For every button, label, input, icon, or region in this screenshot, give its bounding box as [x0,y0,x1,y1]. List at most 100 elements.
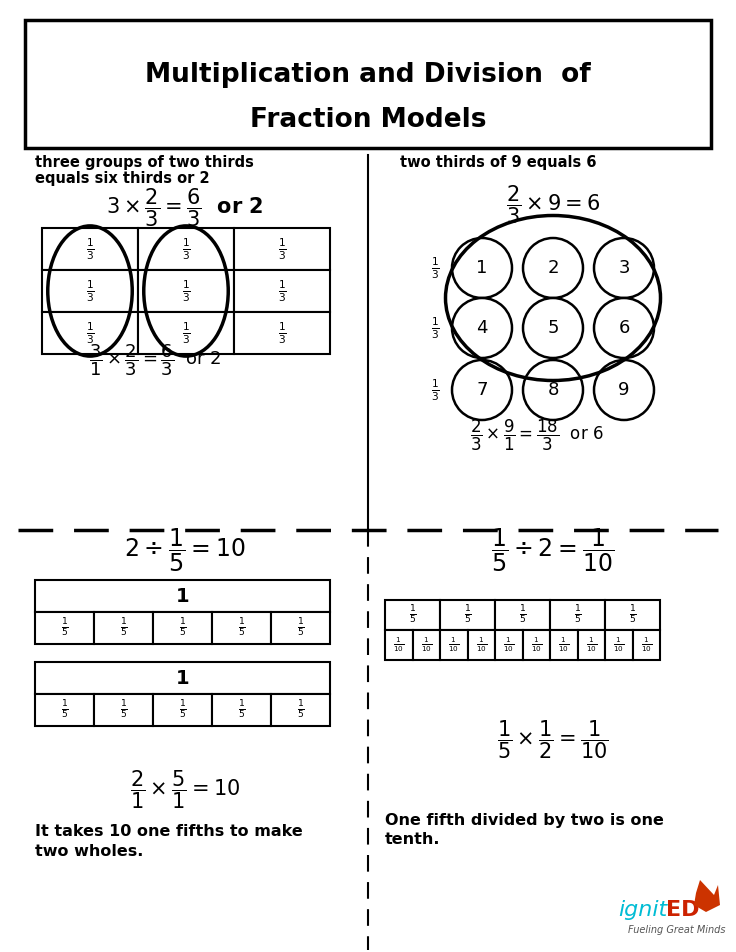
Polygon shape [694,880,720,912]
Bar [94,694,153,726]
Text: $\frac{1}{10}$: $\frac{1}{10}$ [558,636,570,654]
Bar [495,630,523,660]
Bar [234,228,330,270]
Text: $\frac{1}{5}$: $\frac{1}{5}$ [179,617,186,639]
Text: $\dfrac{1}{5} \div 2 = \dfrac{1}{10}$: $\dfrac{1}{5} \div 2 = \dfrac{1}{10}$ [492,526,615,574]
Text: $\frac{1}{5}$: $\frac{1}{5}$ [119,617,127,639]
Bar [605,600,660,630]
Text: $\frac{1}{5}$: $\frac{1}{5}$ [573,604,581,626]
Text: 2: 2 [548,259,559,277]
Text: $2 \div \dfrac{1}{5} = 10$: $2 \div \dfrac{1}{5} = 10$ [124,526,246,574]
Bar [605,630,632,660]
Text: Fraction Models: Fraction Models [250,107,486,133]
Text: 1: 1 [176,586,189,605]
Bar [42,270,138,312]
Text: 7: 7 [476,381,488,399]
Text: $\frac{1}{3}$: $\frac{1}{3}$ [85,320,94,346]
Text: $\frac{1}{5}$: $\frac{1}{5}$ [119,699,127,721]
Text: $\frac{1}{5}$: $\frac{1}{5}$ [60,617,68,639]
Text: One fifth divided by two is one: One fifth divided by two is one [385,812,664,827]
Bar [35,694,94,726]
Text: $\frac{1}{5}$: $\frac{1}{5}$ [408,604,417,626]
Bar [495,600,550,630]
Bar [271,612,330,644]
Text: $\frac{1}{10}$: $\frac{1}{10}$ [640,636,652,654]
Text: $\dfrac{2}{3} \times \dfrac{9}{1} = \dfrac{18}{3}$  or 6: $\dfrac{2}{3} \times \dfrac{9}{1} = \dfr… [470,417,604,452]
Bar [138,270,234,312]
Text: $\frac{1}{3}$: $\frac{1}{3}$ [85,278,94,304]
Text: $\frac{1}{5}$: $\frac{1}{5}$ [179,699,186,721]
Text: 5: 5 [548,319,559,337]
Text: $\frac{1}{5}$: $\frac{1}{5}$ [297,617,305,639]
Bar [523,630,550,660]
Circle shape [523,238,583,298]
Text: $\frac{1}{5}$: $\frac{1}{5}$ [297,699,305,721]
Circle shape [594,238,654,298]
Text: $\frac{1}{3}$: $\frac{1}{3}$ [277,236,286,262]
Bar [153,694,212,726]
Bar [35,662,330,694]
Text: It takes 10 one fifths to make: It takes 10 one fifths to make [35,824,302,840]
Text: $\dfrac{2}{3} \times 9 = 6$: $\dfrac{2}{3} \times 9 = 6$ [506,184,601,227]
Text: $\frac{1}{3}$: $\frac{1}{3}$ [182,320,191,346]
Bar [212,612,271,644]
Text: tenth.: tenth. [385,832,441,847]
Bar [25,20,711,148]
Text: Multiplication and Division  of: Multiplication and Division of [145,62,591,88]
Bar [153,612,212,644]
Bar [550,600,605,630]
Text: ED: ED [666,900,699,920]
Text: $\frac{1}{3}$: $\frac{1}{3}$ [182,236,191,262]
Bar [212,694,271,726]
Text: Fueling Great Minds: Fueling Great Minds [628,925,726,935]
Bar [440,600,495,630]
Circle shape [594,298,654,358]
Bar [412,630,440,660]
Bar [138,312,234,354]
Bar [35,580,330,612]
Bar [42,312,138,354]
Text: $\frac{1}{10}$: $\frac{1}{10}$ [503,636,514,654]
Circle shape [452,298,512,358]
Text: three groups of two thirds: three groups of two thirds [35,154,254,169]
Text: $\frac{1}{10}$: $\frac{1}{10}$ [421,636,432,654]
Bar [385,600,440,630]
Circle shape [452,238,512,298]
Text: ignit: ignit [618,900,668,920]
Text: $\frac{1}{3}$: $\frac{1}{3}$ [182,278,191,304]
Bar [42,228,138,270]
Text: $\frac{1}{3}$: $\frac{1}{3}$ [431,255,439,281]
Text: $\frac{1}{10}$: $\frac{1}{10}$ [448,636,459,654]
Text: $\frac{1}{10}$: $\frac{1}{10}$ [393,636,404,654]
Text: $\frac{1}{5}$: $\frac{1}{5}$ [238,699,245,721]
Text: $3 \times \dfrac{2}{3} = \dfrac{6}{3}$  or 2: $3 \times \dfrac{2}{3} = \dfrac{6}{3}$ o… [106,187,263,229]
Text: $\frac{1}{3}$: $\frac{1}{3}$ [277,320,286,346]
Circle shape [452,360,512,420]
Text: $\dfrac{1}{5} \times \dfrac{1}{2} = \dfrac{1}{10}$: $\dfrac{1}{5} \times \dfrac{1}{2} = \dfr… [498,719,609,762]
Text: $\frac{1}{3}$: $\frac{1}{3}$ [277,278,286,304]
Text: 1: 1 [176,668,189,687]
Text: 9: 9 [618,381,630,399]
Bar [578,630,605,660]
Text: two thirds of 9 equals 6: two thirds of 9 equals 6 [400,154,596,169]
Text: $\frac{1}{10}$: $\frac{1}{10}$ [613,636,624,654]
Bar [385,630,412,660]
Text: 1: 1 [476,259,488,277]
Circle shape [523,298,583,358]
Text: $\frac{1}{5}$: $\frac{1}{5}$ [519,604,526,626]
Text: 6: 6 [618,319,630,337]
Text: $\frac{1}{5}$: $\frac{1}{5}$ [60,699,68,721]
Text: $\frac{1}{5}$: $\frac{1}{5}$ [464,604,472,626]
Text: $\frac{1}{3}$: $\frac{1}{3}$ [431,377,439,403]
Text: $\frac{1}{5}$: $\frac{1}{5}$ [238,617,245,639]
Text: 3: 3 [618,259,630,277]
Text: two wholes.: two wholes. [35,844,144,860]
Bar [234,312,330,354]
Bar [94,612,153,644]
Bar [467,630,495,660]
Text: $\frac{1}{10}$: $\frac{1}{10}$ [531,636,542,654]
Text: $\frac{1}{10}$: $\frac{1}{10}$ [475,636,487,654]
Text: $\dfrac{2}{1} \times \dfrac{5}{1} = 10$: $\dfrac{2}{1} \times \dfrac{5}{1} = 10$ [130,769,240,811]
Bar [35,612,94,644]
Text: $\frac{1}{10}$: $\frac{1}{10}$ [586,636,597,654]
